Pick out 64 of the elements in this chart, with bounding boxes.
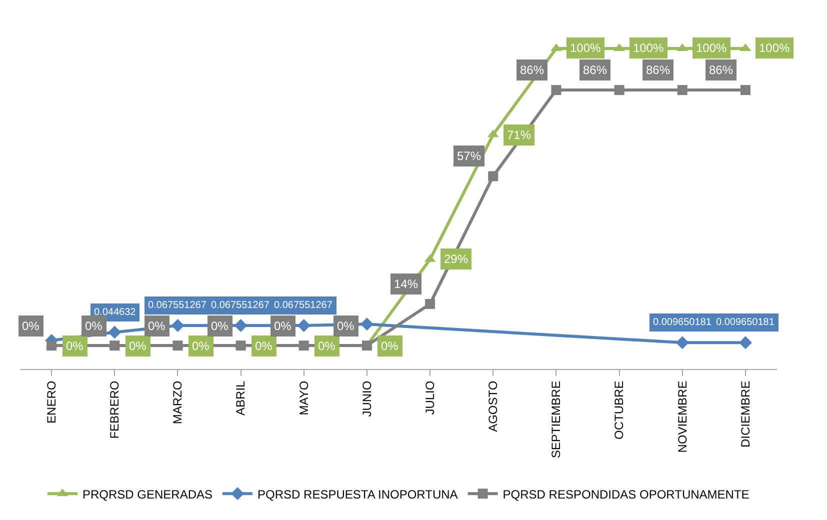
x-tick-label: MARZO: [170, 380, 185, 424]
point: [677, 85, 688, 96]
data-label: 100%: [633, 41, 664, 55]
x-tick-label: ABRIL: [234, 380, 248, 416]
x-tick-label: FEBRERO: [108, 380, 122, 439]
x-tick-label: DICIEMBRE: [738, 380, 752, 448]
data-label: 0%: [66, 339, 84, 353]
point: [234, 318, 248, 332]
legend-label: PQRSD RESPONDIDAS OPORTUNAMENTE: [502, 487, 750, 502]
point: [171, 318, 184, 332]
point: [362, 340, 372, 351]
point: [110, 340, 120, 351]
point: [551, 85, 562, 96]
data-label: 0%: [274, 319, 292, 333]
data-label: 14%: [394, 277, 418, 291]
data-label: 57%: [457, 149, 482, 163]
point: [614, 85, 624, 96]
point: [425, 298, 436, 309]
data-label: 0.009650181: [716, 317, 775, 328]
data-label: 0%: [192, 339, 210, 353]
data-label: 29%: [444, 252, 468, 266]
legend-label: PQRSD RESPUESTA INOPORTUNA: [258, 487, 458, 502]
x-tick-label: JULIO: [422, 380, 437, 415]
point: [46, 340, 57, 351]
data-label: 0%: [129, 339, 147, 353]
x-tick-label: MAYO: [296, 380, 311, 416]
x-tick-label: ENERO: [44, 380, 58, 424]
point: [108, 326, 122, 339]
point: [298, 340, 309, 351]
point: [236, 340, 246, 351]
x-tick-label: JUNIO: [360, 380, 374, 417]
data-label: 0%: [255, 339, 273, 353]
data-label: 86%: [583, 63, 608, 77]
point: [172, 340, 183, 351]
point: [488, 171, 498, 182]
data-label: 0%: [318, 339, 336, 353]
data-label: 86%: [646, 63, 670, 77]
data-label: 100%: [759, 41, 790, 55]
data-label: 0%: [85, 319, 103, 333]
data-label: 0%: [22, 319, 40, 333]
x-tick-label: SEPTIEMBRE: [549, 380, 564, 458]
data-label: 100%: [696, 41, 728, 55]
data-label: 86%: [709, 63, 734, 77]
x-tick-label: AGOSTO: [486, 380, 500, 432]
x-tick-label: OCTUBRE: [612, 380, 626, 440]
data-label: 0.067551267: [148, 300, 207, 311]
data-label: 0.009650181: [653, 317, 712, 328]
point: [740, 85, 750, 96]
point: [360, 318, 374, 331]
point: [676, 336, 689, 350]
legend-label: PRQRSD GENERADAS: [82, 487, 213, 502]
point: [738, 336, 752, 350]
data-label: 0.067551267: [274, 300, 333, 311]
data-label: 0%: [148, 319, 166, 333]
data-label: 0%: [337, 319, 355, 333]
data-label: 0.067551267: [211, 300, 270, 311]
data-label: 100%: [570, 41, 602, 55]
data-label: 86%: [520, 63, 544, 77]
data-label: 71%: [507, 128, 532, 142]
x-tick-label: NOVIEMBRE: [675, 380, 690, 453]
data-label: 0.044632: [94, 307, 136, 318]
point: [297, 318, 310, 332]
data-label: 0%: [381, 339, 399, 353]
data-label: 0%: [211, 319, 229, 333]
